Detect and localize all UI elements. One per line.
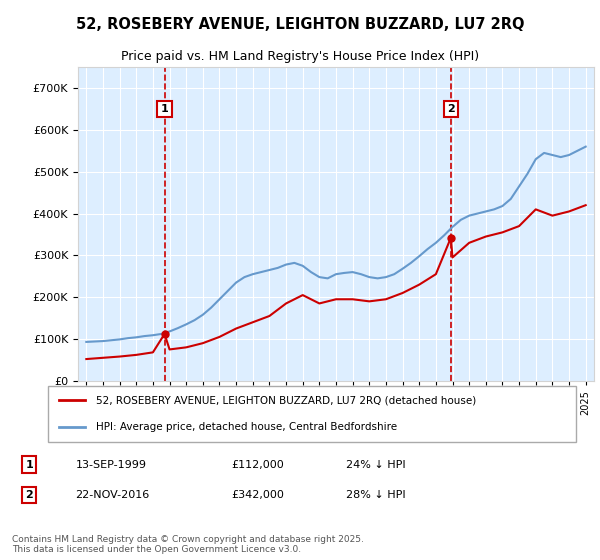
Text: £112,000: £112,000 xyxy=(231,460,284,470)
Text: 52, ROSEBERY AVENUE, LEIGHTON BUZZARD, LU7 2RQ (detached house): 52, ROSEBERY AVENUE, LEIGHTON BUZZARD, L… xyxy=(95,395,476,405)
Text: 52, ROSEBERY AVENUE, LEIGHTON BUZZARD, LU7 2RQ: 52, ROSEBERY AVENUE, LEIGHTON BUZZARD, L… xyxy=(76,17,524,32)
Text: 2: 2 xyxy=(25,490,33,500)
Text: Price paid vs. HM Land Registry's House Price Index (HPI): Price paid vs. HM Land Registry's House … xyxy=(121,50,479,63)
Text: Contains HM Land Registry data © Crown copyright and database right 2025.
This d: Contains HM Land Registry data © Crown c… xyxy=(12,535,364,554)
Text: £342,000: £342,000 xyxy=(231,490,284,500)
Text: 1: 1 xyxy=(161,104,169,114)
Text: 2: 2 xyxy=(447,104,455,114)
Text: 22-NOV-2016: 22-NOV-2016 xyxy=(76,490,149,500)
Text: 13-SEP-1999: 13-SEP-1999 xyxy=(76,460,146,470)
Text: 24% ↓ HPI: 24% ↓ HPI xyxy=(346,460,406,470)
Text: 28% ↓ HPI: 28% ↓ HPI xyxy=(346,490,406,500)
Text: HPI: Average price, detached house, Central Bedfordshire: HPI: Average price, detached house, Cent… xyxy=(95,422,397,432)
FancyBboxPatch shape xyxy=(48,386,576,442)
Text: 1: 1 xyxy=(25,460,33,470)
